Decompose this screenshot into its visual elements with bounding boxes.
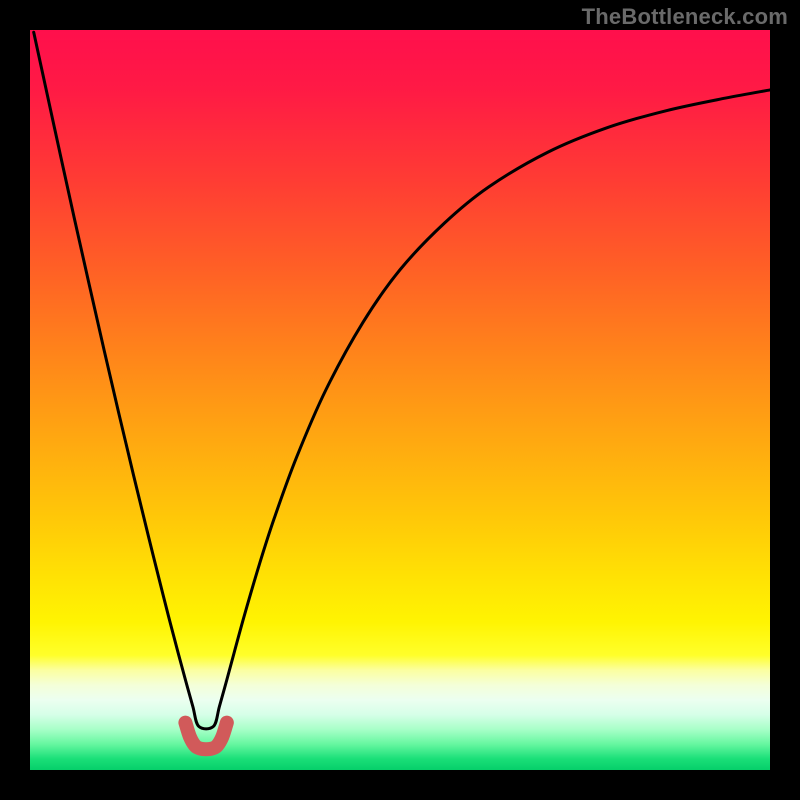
chart-background-gradient: [30, 30, 770, 770]
bottleneck-chart: [0, 0, 800, 800]
watermark-text: TheBottleneck.com: [582, 4, 788, 30]
chart-frame: TheBottleneck.com: [0, 0, 800, 800]
